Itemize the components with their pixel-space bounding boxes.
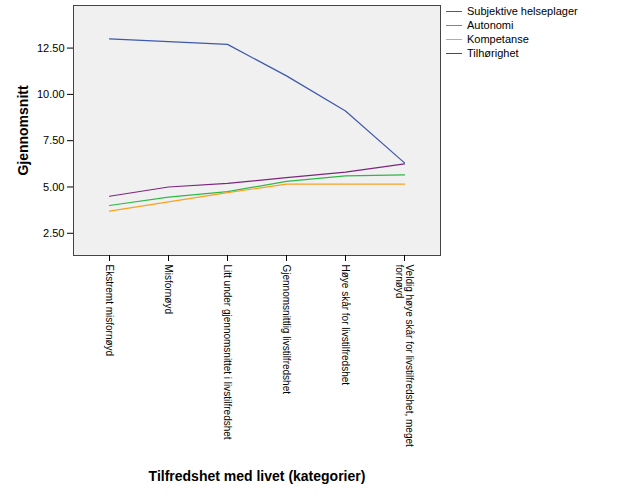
svg-text:10.00: 10.00 <box>37 88 65 100</box>
svg-text:Ekstremt misfornøyd: Ekstremt misfornøyd <box>104 265 115 357</box>
svg-text:12.50: 12.50 <box>37 42 65 54</box>
svg-text:Gjennomsnittlig livstilfredshe: Gjennomsnittlig livstilfredshet <box>281 265 292 395</box>
svg-text:7.50: 7.50 <box>43 134 64 146</box>
svg-text:Gjennomsnitt: Gjennomsnitt <box>15 85 31 176</box>
svg-text:Høye skår for livstilfredshet: Høye skår for livstilfredshet <box>340 265 351 386</box>
svg-text:Litt under gjennomsnittet i li: Litt under gjennomsnittet i livstilfreds… <box>222 265 233 440</box>
html-text:Subjektive helseplager: Subjektive helseplager <box>467 5 578 17</box>
html-text:Autonomi: Autonomi <box>467 19 514 31</box>
html-text:Tilhørighet: Tilhørighet <box>467 47 519 59</box>
svg-text:2.50: 2.50 <box>43 227 64 239</box>
svg-text:Misfornøyd: Misfornøyd <box>163 265 174 314</box>
svg-text:Tilfredshet med livet (kategor: Tilfredshet med livet (kategorier) <box>149 468 366 484</box>
html-text:Kompetanse: Kompetanse <box>467 33 529 45</box>
svg-text:5.00: 5.00 <box>43 181 64 193</box>
svg-text:Veldig høye skår for livstilfr: Veldig høye skår for livstilfredshet, me… <box>394 265 415 448</box>
